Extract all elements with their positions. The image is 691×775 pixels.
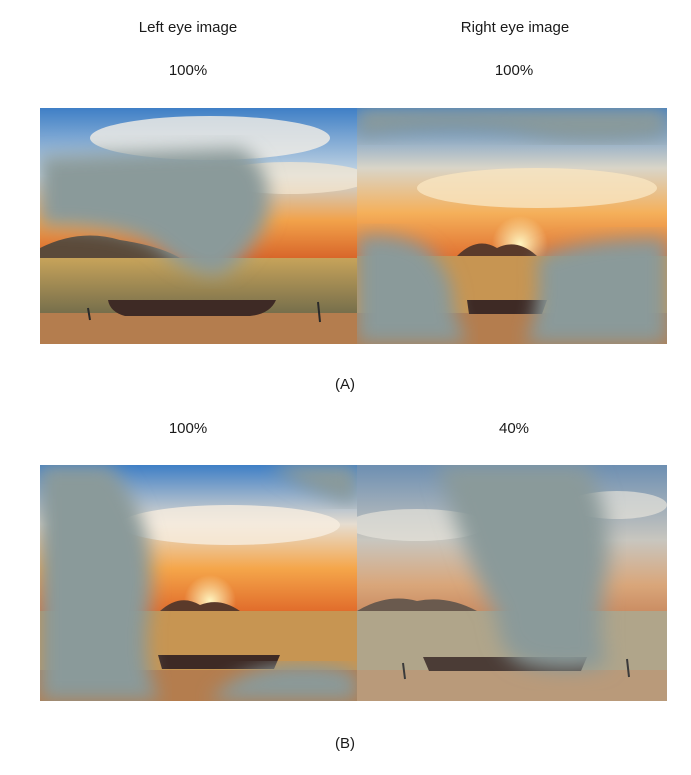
right-eye-header: Right eye image [460,19,570,36]
row-a-right-eye-image [357,108,667,344]
left-eye-header: Left eye image [138,19,238,36]
caption-b: (B) [335,735,355,752]
row-a-left-contrast: 100% [168,62,208,79]
row-b-left-eye-image [40,465,357,701]
caption-a: (A) [335,376,355,393]
row-a-right-contrast: 100% [494,62,534,79]
row-b-left-contrast: 100% [168,420,208,437]
row-a-left-eye-image [40,108,357,344]
row-b-right-contrast: 40% [498,420,530,437]
row-b-right-eye-image [357,465,667,701]
